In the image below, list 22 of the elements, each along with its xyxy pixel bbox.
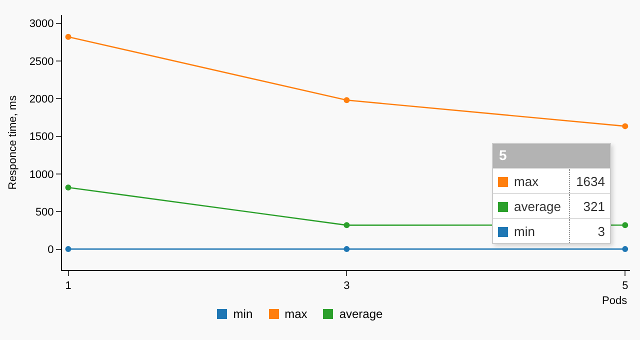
x-tick-label: 3: [344, 280, 350, 292]
y-tick-label: 1500: [29, 131, 54, 144]
x-tick-label: 5: [622, 280, 628, 292]
annotation: 321: [569, 194, 610, 218]
legend-label: min: [493, 218, 570, 243]
y-tick-label: 0: [48, 244, 54, 256]
text: average: [339, 307, 383, 321]
y-tick-label: 500: [35, 206, 54, 218]
text: min: [233, 307, 253, 321]
y-tick-label: 2000: [29, 93, 54, 106]
y-axis-title: Responce time, ms: [6, 94, 19, 190]
x-axis-title: Pods: [602, 295, 628, 307]
text: max: [284, 307, 308, 321]
annotation: 1634: [569, 168, 610, 194]
y-tick-label: 1000: [29, 168, 54, 181]
annotation: 3: [569, 218, 610, 243]
x-tick-label: 1: [65, 280, 72, 292]
legend-label: average: [493, 194, 570, 218]
annotation: 5: [493, 144, 610, 168]
y-tick-label: 3000: [29, 18, 54, 30]
legend-label: max: [493, 168, 570, 194]
y-tick-label: 2500: [29, 56, 54, 68]
